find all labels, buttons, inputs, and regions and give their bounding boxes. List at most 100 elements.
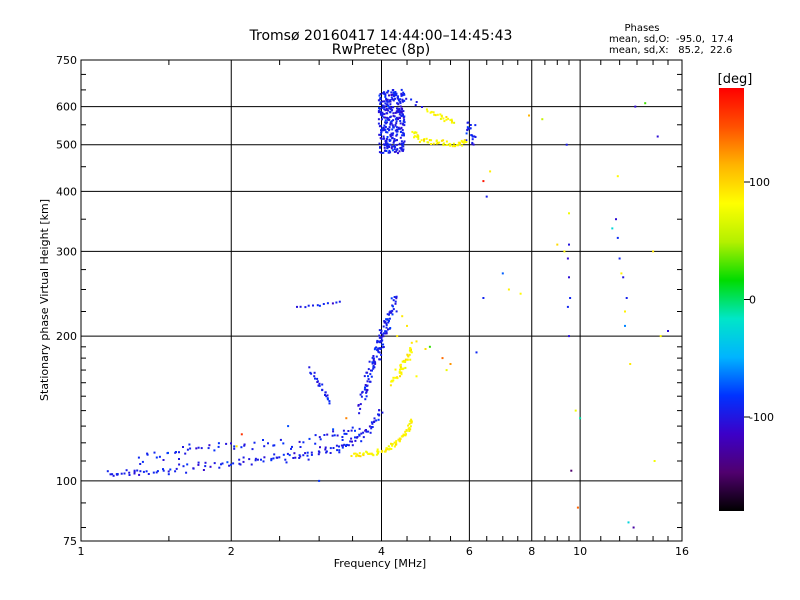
y-tick-label: 100 xyxy=(56,475,77,488)
data-point xyxy=(410,341,413,344)
data-point xyxy=(321,383,324,386)
data-point xyxy=(395,130,398,133)
data-point xyxy=(390,106,393,109)
data-point xyxy=(292,457,295,459)
data-point xyxy=(401,94,404,97)
data-point xyxy=(415,101,418,103)
data-point xyxy=(385,99,388,102)
data-point xyxy=(473,135,476,138)
data-point xyxy=(401,123,404,126)
data-point xyxy=(138,473,141,476)
data-point xyxy=(402,116,405,119)
data-point xyxy=(319,438,322,441)
data-point xyxy=(450,118,453,121)
data-point xyxy=(218,466,221,469)
data-point xyxy=(390,122,392,125)
data-point xyxy=(615,218,617,221)
data-point xyxy=(659,335,662,338)
data-point xyxy=(485,195,488,198)
data-point xyxy=(380,332,382,334)
data-point xyxy=(208,444,211,447)
data-point xyxy=(384,94,387,96)
data-point xyxy=(167,470,170,473)
data-point xyxy=(162,468,164,471)
data-point xyxy=(195,447,198,450)
data-point xyxy=(569,297,572,299)
data-point xyxy=(379,110,382,113)
data-point xyxy=(395,134,398,137)
data-point xyxy=(438,141,441,144)
data-point xyxy=(428,345,431,348)
data-point xyxy=(220,463,222,466)
data-point xyxy=(376,450,379,453)
data-point xyxy=(354,439,357,442)
data-point xyxy=(398,370,401,373)
data-point xyxy=(632,526,635,529)
data-point xyxy=(386,142,389,145)
data-point xyxy=(294,456,297,459)
data-point xyxy=(375,453,378,456)
data-point xyxy=(336,434,339,437)
data-point xyxy=(310,372,313,375)
data-point xyxy=(451,120,453,123)
data-point xyxy=(384,121,387,124)
data-point xyxy=(262,439,264,441)
colorbar-tick-label: -100 xyxy=(749,411,774,424)
data-point xyxy=(406,324,408,327)
data-point xyxy=(616,236,619,239)
data-point xyxy=(354,436,356,439)
data-point xyxy=(209,465,212,468)
data-point xyxy=(397,128,400,131)
data-point xyxy=(395,110,398,113)
data-point xyxy=(469,127,471,130)
data-point xyxy=(404,358,407,361)
data-point xyxy=(507,288,510,291)
data-point xyxy=(380,329,383,332)
data-point xyxy=(386,448,389,451)
data-point xyxy=(627,521,630,524)
data-point xyxy=(390,94,393,96)
data-point xyxy=(395,120,398,123)
data-point xyxy=(182,446,184,448)
colorbar-tick-label: 100 xyxy=(749,176,770,189)
data-point xyxy=(345,417,348,420)
data-point xyxy=(404,366,407,369)
data-point xyxy=(286,452,289,455)
data-point xyxy=(376,341,379,344)
data-point xyxy=(369,431,372,434)
data-point xyxy=(254,459,257,462)
data-point xyxy=(394,97,397,100)
data-points xyxy=(106,88,669,529)
data-point xyxy=(389,111,392,114)
data-point xyxy=(379,93,382,95)
data-point xyxy=(401,98,404,101)
data-point xyxy=(192,467,195,470)
data-point xyxy=(380,129,382,132)
data-point xyxy=(410,418,413,421)
data-point xyxy=(383,113,386,116)
data-point xyxy=(378,107,380,109)
data-point xyxy=(371,361,374,364)
data-point xyxy=(395,297,398,300)
data-point xyxy=(372,357,375,360)
data-point xyxy=(282,442,285,445)
data-point xyxy=(167,473,170,476)
data-point xyxy=(528,114,530,117)
data-point xyxy=(341,446,344,449)
data-point xyxy=(318,479,321,482)
data-point xyxy=(400,107,403,110)
data-point xyxy=(389,121,392,124)
data-point xyxy=(304,452,307,455)
data-point xyxy=(358,433,361,436)
data-point xyxy=(238,462,241,465)
data-point xyxy=(396,148,399,151)
data-point xyxy=(174,470,177,473)
data-point xyxy=(308,437,311,440)
minor-ticks xyxy=(81,60,682,541)
data-point xyxy=(379,112,382,115)
data-point xyxy=(240,433,243,436)
data-point xyxy=(375,419,378,422)
data-point xyxy=(351,444,354,447)
data-point xyxy=(399,437,401,440)
data-point xyxy=(391,309,394,312)
